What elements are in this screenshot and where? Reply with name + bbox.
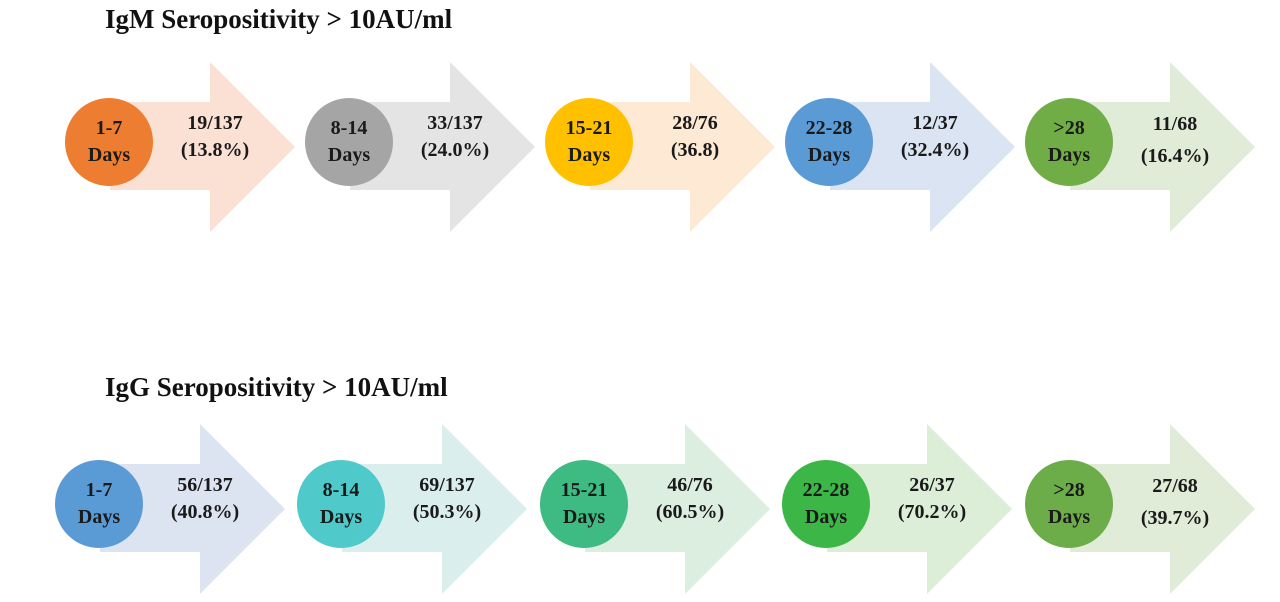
- percent-value: (50.3%): [412, 501, 482, 523]
- day-unit-label: Days: [327, 144, 371, 166]
- day-range-circle: 22-28 Days: [785, 98, 873, 186]
- percent-value: (60.5%): [655, 501, 725, 523]
- count-value: 56/137: [177, 474, 233, 496]
- igm-stage-1: 1-7 Days 19/137 (13.8%): [65, 60, 295, 240]
- igm-stage-5: >28 Days 11/68 (16.4%): [1025, 60, 1255, 240]
- igg-stage-2: 8-14 Days 69/137 (50.3%): [297, 422, 527, 602]
- count-value: 46/76: [667, 474, 713, 496]
- arrow-shape: [590, 62, 775, 232]
- day-range-label: 22-28: [802, 479, 850, 501]
- percent-value: (39.7%): [1140, 507, 1210, 529]
- day-unit-label: Days: [319, 506, 363, 528]
- day-range-circle: 8-14 Days: [305, 98, 393, 186]
- day-unit-label: Days: [1047, 506, 1091, 528]
- count-value: 28/76: [672, 112, 718, 134]
- day-range-label: >28: [1053, 479, 1085, 501]
- count-value: 27/68: [1152, 475, 1198, 497]
- count-value: 69/137: [419, 474, 475, 496]
- seropositive-count: 56/137 (40.8%): [145, 472, 265, 526]
- seropositive-count: 28/76 (36.8): [635, 110, 755, 164]
- percent-value: (70.2%): [897, 501, 967, 523]
- day-range-circle: 15-21 Days: [540, 460, 628, 548]
- count-value: 12/37: [912, 112, 958, 134]
- percent-value: (24.0%): [420, 139, 490, 161]
- day-range-circle: >28 Days: [1025, 460, 1113, 548]
- day-unit-label: Days: [804, 506, 848, 528]
- day-range-label: 15-21: [565, 117, 613, 139]
- day-unit-label: Days: [562, 506, 606, 528]
- igg-title: IgG Seropositivity > 10AU/ml: [105, 372, 448, 402]
- seropositive-count: 12/37 (32.4%): [875, 110, 995, 164]
- day-range-label: 8-14: [322, 479, 360, 501]
- arrow-shape: [827, 424, 1012, 594]
- percent-value: (13.8%): [180, 139, 250, 161]
- day-unit-label: Days: [807, 144, 851, 166]
- day-range-label: 1-7: [95, 117, 123, 139]
- seropositive-count: 26/37 (70.2%): [872, 472, 992, 526]
- seropositive-count: 46/76 (60.5%): [630, 472, 750, 526]
- igm-title: IgM Seropositivity > 10AU/ml: [105, 4, 453, 34]
- arrow-shape: [830, 62, 1015, 232]
- seropositive-count: 27/68 (39.7%): [1115, 470, 1235, 534]
- percent-value: (40.8%): [170, 501, 240, 523]
- percent-value: (36.8): [670, 139, 720, 161]
- igg-stage-5: >28 Days 27/68 (39.7%): [1025, 422, 1255, 602]
- day-range-circle: 1-7 Days: [55, 460, 143, 548]
- igg-stage-4: 22-28 Days 26/37 (70.2%): [782, 422, 1012, 602]
- day-range-circle: >28 Days: [1025, 98, 1113, 186]
- day-range-circle: 1-7 Days: [65, 98, 153, 186]
- day-unit-label: Days: [77, 506, 121, 528]
- day-range-label: 8-14: [330, 117, 368, 139]
- day-range-label: 22-28: [805, 117, 853, 139]
- igm-stage-2: 8-14 Days 33/137 (24.0%): [305, 60, 535, 240]
- percent-value: (32.4%): [900, 139, 970, 161]
- count-value: 33/137: [427, 112, 483, 134]
- arrow-shape: [342, 424, 527, 594]
- day-unit-label: Days: [87, 144, 131, 166]
- count-value: 19/137: [187, 112, 243, 134]
- arrow-shape: [100, 424, 285, 594]
- day-range-circle: 22-28 Days: [782, 460, 870, 548]
- igg-stage-3: 15-21 Days 46/76 (60.5%): [540, 422, 770, 602]
- arrow-shape: [350, 62, 535, 232]
- day-unit-label: Days: [567, 144, 611, 166]
- day-range-label: 15-21: [560, 479, 608, 501]
- count-value: 26/37: [909, 474, 955, 496]
- igm-stage-4: 22-28 Days 12/37 (32.4%): [785, 60, 1015, 240]
- arrow-shape: [585, 424, 770, 594]
- arrow-shape: [1070, 424, 1255, 594]
- day-range-label: 1-7: [85, 479, 113, 501]
- day-range-circle: 8-14 Days: [297, 460, 385, 548]
- seropositive-count: 19/137 (13.8%): [155, 110, 275, 164]
- percent-value: (16.4%): [1140, 145, 1210, 167]
- arrow-shape: [1070, 62, 1255, 232]
- arrow-shape: [110, 62, 295, 232]
- day-range-circle: 15-21 Days: [545, 98, 633, 186]
- igg-stage-row: 1-7 Days 56/137 (40.8%) 8-14 Days 69/137 (50.3%…: [0, 422, 1280, 602]
- count-value: 11/68: [1152, 113, 1198, 135]
- day-range-label: >28: [1053, 117, 1085, 139]
- seropositive-count: 11/68 (16.4%): [1115, 108, 1235, 172]
- seropositive-count: 33/137 (24.0%): [395, 110, 515, 164]
- igm-stage-3: 15-21 Days 28/76 (36.8): [545, 60, 775, 240]
- day-unit-label: Days: [1047, 144, 1091, 166]
- igg-stage-1: 1-7 Days 56/137 (40.8%): [55, 422, 285, 602]
- igm-stage-row: 1-7 Days 19/137 (13.8%) 8-14 Days 33/137 (24.0%…: [0, 60, 1280, 240]
- seropositive-count: 69/137 (50.3%): [387, 472, 507, 526]
